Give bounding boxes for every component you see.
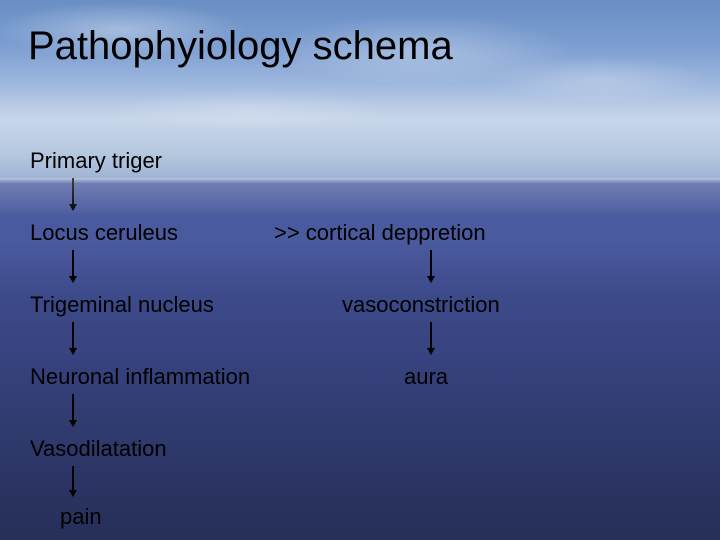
arrow xyxy=(72,250,74,282)
node-vasodilatation: Vasodilatation xyxy=(30,436,167,462)
arrow xyxy=(72,178,74,210)
node-cortical-deppretion: >> cortical deppretion xyxy=(274,220,486,246)
node-locus-ceruleus: Locus ceruleus xyxy=(30,220,178,246)
arrow xyxy=(430,322,432,354)
slide-title: Pathophyiology schema xyxy=(28,24,453,69)
node-neuronal-inflammation: Neuronal inflammation xyxy=(30,364,250,390)
arrow xyxy=(72,394,74,426)
slide: Pathophyiology schema Primary triger Loc… xyxy=(0,0,720,540)
arrow xyxy=(72,466,74,496)
node-vasoconstriction: vasoconstriction xyxy=(342,292,500,318)
node-pain: pain xyxy=(60,504,102,530)
node-trigeminal-nucleus: Trigeminal nucleus xyxy=(30,292,214,318)
arrow xyxy=(72,322,74,354)
node-primary-triger: Primary triger xyxy=(30,148,162,174)
arrow xyxy=(430,250,432,282)
node-aura: aura xyxy=(404,364,448,390)
